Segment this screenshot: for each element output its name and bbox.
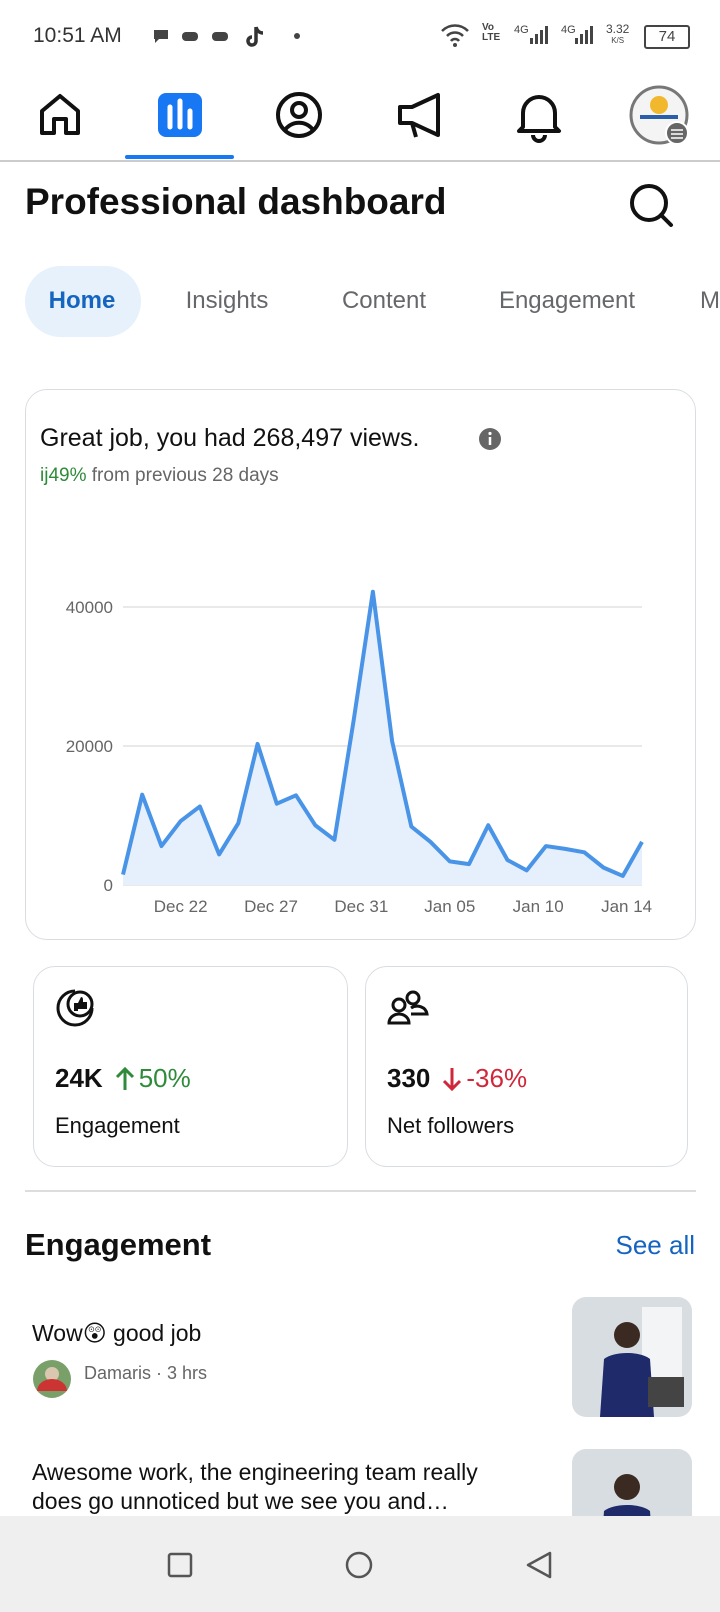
line (121, 589, 644, 878)
author-avatar (33, 1360, 71, 1398)
comment-text[interactable]: Wow😲 good job (32, 1320, 202, 1346)
x-tick-label: Jan 05 (424, 897, 475, 916)
signal-icons (530, 26, 593, 44)
section-title: Engagement (25, 1227, 212, 1262)
views-card (25, 389, 696, 940)
battery: 74 (644, 25, 690, 49)
network: 4G (561, 24, 576, 36)
y-tick-label: 20000 (66, 737, 113, 756)
area (123, 591, 642, 885)
tab[interactable]: M (700, 287, 720, 314)
x-tick-label: Dec 22 (154, 897, 208, 916)
system-nav (0, 1516, 720, 1612)
tab[interactable]: Insights (185, 287, 269, 314)
profile-icon[interactable] (276, 92, 322, 138)
home-icon[interactable] (40, 94, 80, 135)
stat-card[interactable] (33, 966, 348, 1167)
speed-unit: K/S (611, 36, 625, 45)
notifications-icon[interactable] (517, 95, 561, 143)
system-buttons (167, 1551, 552, 1579)
x-tick-label: Dec 27 (244, 897, 298, 916)
search-icon[interactable] (628, 182, 676, 230)
stat-value: 330 (387, 1063, 431, 1093)
comment-author: Damaris · 3 hrs (84, 1363, 208, 1383)
divider (25, 1190, 696, 1192)
avatar[interactable] (629, 85, 689, 145)
speed: 3.32 (606, 22, 630, 36)
post-thumbnail[interactable] (572, 1449, 692, 1569)
tab[interactable]: Engagement (498, 287, 636, 314)
engagement-icon (56, 989, 94, 1027)
change-note: from previous 28 days (91, 465, 279, 486)
net-speed: 3.32 K/S (606, 23, 629, 47)
stat-label: Net followers (387, 1113, 515, 1138)
y-tick-label: 40000 (66, 598, 113, 617)
home-button[interactable] (345, 1551, 373, 1579)
stat-value: 24K (55, 1063, 103, 1093)
stat-label: Engagement (55, 1113, 180, 1138)
chart: 0 20000 40000 Dec 22 Dec 27 Dec 31 Jan 05 Jan 1… (66, 589, 652, 916)
ads-icon[interactable] (398, 93, 440, 138)
status-icons (154, 26, 300, 47)
x-tick-label: Jan 14 (601, 897, 652, 916)
stat-change: -36% (466, 1063, 528, 1093)
tab-pill (25, 266, 141, 337)
x-tick-label: Dec 31 (334, 897, 388, 916)
page-title: Professional dashboard (25, 181, 447, 222)
top-nav (40, 85, 689, 159)
back-button[interactable] (526, 1551, 552, 1579)
change-line: ij49% from previous 28 days (40, 465, 279, 487)
see-all[interactable]: See all (615, 1230, 696, 1260)
stat-row: 330 -36% (387, 1063, 527, 1094)
volte: Vo LTE (482, 22, 501, 43)
divider (0, 160, 720, 162)
recents-button[interactable] (167, 1552, 193, 1578)
tab[interactable]: Home (48, 287, 116, 314)
stat-card[interactable] (365, 966, 688, 1167)
change: ij49% (40, 465, 87, 486)
stat-row: 24K 50% (55, 1063, 191, 1094)
tab[interactable]: Content (341, 287, 427, 314)
x-tick-label: Jan 10 (513, 897, 564, 916)
trend-arrow (443, 1067, 462, 1091)
followers-icon (387, 990, 429, 1025)
comment-text[interactable]: Awesome work, the engineering team reall… (32, 1459, 478, 1514)
stat-change: 50% (138, 1063, 191, 1093)
status-time: 10:51 AM (33, 24, 122, 47)
wifi-icon (441, 24, 469, 47)
post-thumbnail[interactable] (572, 1297, 692, 1417)
info-icon[interactable] (478, 427, 502, 451)
y-tick-label: 0 (104, 876, 113, 895)
headline: Great job, you had 268,497 views. (40, 424, 420, 452)
network: 4G (514, 24, 529, 36)
trend-arrow (115, 1066, 134, 1090)
